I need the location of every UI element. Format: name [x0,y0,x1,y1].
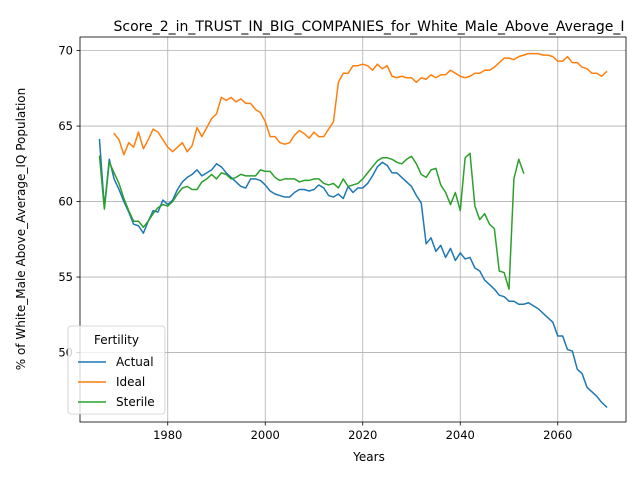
x-tick-label: 2060 [543,428,572,442]
x-tick-label: 2020 [348,428,377,442]
x-tick-label: 2000 [251,428,280,442]
chart-title: Score_2_in_TRUST_IN_BIG_COMPANIES_for_Wh… [113,19,624,35]
legend-label-actual: Actual [116,355,154,369]
y-tick-label: 65 [58,119,73,133]
legend-label-sterile: Sterile [116,395,155,409]
y-axis-label: % of White_Male Above_Average_IQ Populat… [14,88,28,371]
legend: Fertility Actual Ideal Sterile [68,326,165,414]
x-tick-label: 1980 [153,428,182,442]
y-tick-label: 60 [58,195,73,209]
x-tick-label: 2040 [446,428,475,442]
y-tick-label: 70 [58,44,73,58]
legend-label-ideal: Ideal [116,375,145,389]
y-tick-label: 55 [58,270,73,284]
legend-title: Fertility [94,333,139,347]
x-axis-label: Years [352,450,385,464]
